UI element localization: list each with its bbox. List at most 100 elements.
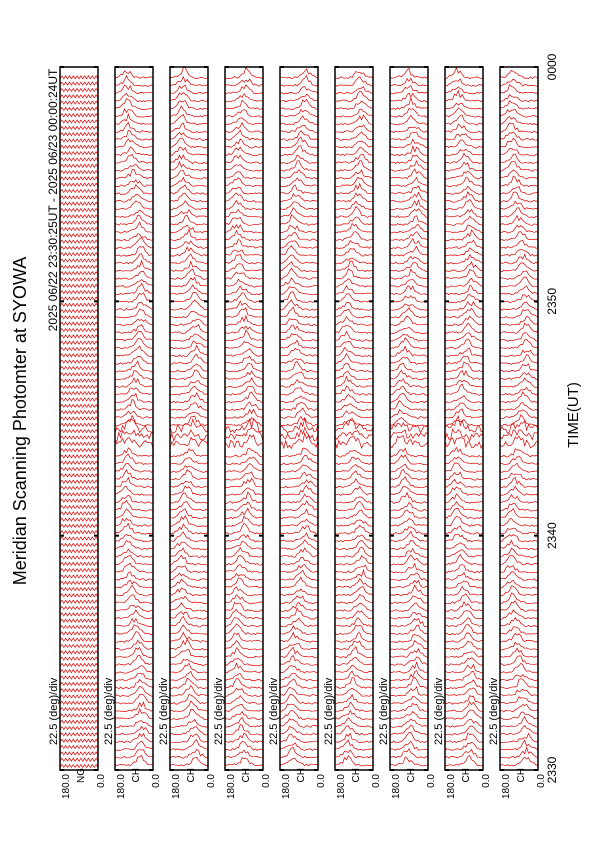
trace bbox=[444, 408, 484, 419]
trace bbox=[114, 377, 154, 388]
trace bbox=[279, 244, 318, 257]
trace bbox=[279, 154, 319, 164]
trace bbox=[114, 517, 154, 528]
trace bbox=[334, 524, 374, 535]
trace bbox=[279, 333, 319, 342]
trace bbox=[279, 240, 319, 249]
trace bbox=[59, 650, 99, 655]
trace bbox=[169, 246, 209, 257]
trace bbox=[444, 114, 484, 126]
trace bbox=[444, 170, 484, 180]
panel-scale: 22.5 (deg)/div bbox=[378, 677, 390, 745]
trace bbox=[444, 640, 484, 650]
trace bbox=[499, 78, 539, 87]
trace bbox=[499, 409, 539, 419]
trace bbox=[279, 192, 319, 202]
trace bbox=[59, 113, 99, 118]
trace bbox=[169, 415, 209, 427]
trace bbox=[169, 670, 209, 682]
trace bbox=[334, 725, 374, 736]
trace bbox=[169, 284, 209, 295]
trace bbox=[335, 519, 374, 527]
trace bbox=[444, 355, 484, 365]
trace bbox=[59, 195, 99, 200]
trace bbox=[444, 437, 484, 450]
trace bbox=[499, 391, 539, 404]
trace bbox=[499, 239, 539, 249]
trace bbox=[334, 285, 374, 295]
trace bbox=[444, 224, 483, 233]
trace bbox=[224, 66, 264, 79]
trace bbox=[279, 98, 319, 110]
trace bbox=[334, 147, 374, 157]
trace bbox=[389, 168, 429, 180]
trace bbox=[169, 67, 209, 79]
trace bbox=[224, 640, 264, 651]
trace bbox=[279, 678, 319, 689]
trace bbox=[389, 400, 429, 411]
trace bbox=[59, 549, 99, 554]
trace bbox=[114, 387, 154, 395]
trace bbox=[115, 221, 153, 234]
trace bbox=[334, 346, 373, 357]
trace bbox=[280, 625, 319, 635]
trace bbox=[334, 160, 374, 172]
panel-bottom-label: 0.0 bbox=[261, 774, 272, 788]
trace bbox=[334, 71, 374, 79]
trace bbox=[389, 517, 429, 527]
trace bbox=[114, 153, 154, 164]
trace bbox=[389, 454, 429, 466]
trace bbox=[334, 478, 374, 489]
trace bbox=[444, 268, 484, 280]
trace bbox=[444, 486, 484, 497]
trace bbox=[389, 295, 429, 303]
trace bbox=[334, 192, 374, 203]
trace bbox=[499, 724, 539, 736]
trace bbox=[499, 207, 539, 218]
trace bbox=[334, 701, 374, 713]
trace bbox=[224, 263, 264, 272]
trace bbox=[334, 755, 374, 767]
trace bbox=[59, 75, 99, 80]
trace bbox=[499, 276, 539, 288]
trace bbox=[59, 138, 99, 143]
trace bbox=[114, 646, 154, 658]
trace bbox=[224, 417, 264, 434]
trace bbox=[334, 539, 374, 551]
trace bbox=[279, 595, 319, 605]
trace bbox=[59, 479, 99, 484]
trace bbox=[389, 333, 429, 342]
trace bbox=[499, 655, 539, 666]
trace bbox=[499, 69, 539, 79]
trace bbox=[59, 574, 99, 579]
trace bbox=[389, 96, 429, 110]
trace bbox=[114, 355, 154, 365]
trace bbox=[334, 470, 374, 481]
x-tick-label: 0000 bbox=[545, 53, 559, 80]
trace bbox=[499, 565, 539, 574]
trace bbox=[389, 595, 429, 605]
trace bbox=[500, 503, 539, 512]
panel-channel: NG bbox=[76, 768, 87, 783]
trace bbox=[334, 593, 374, 605]
trace bbox=[444, 185, 484, 195]
trace bbox=[389, 463, 429, 473]
trace bbox=[59, 346, 99, 352]
trace bbox=[279, 547, 319, 558]
trace bbox=[59, 662, 99, 668]
trace bbox=[334, 124, 374, 134]
trace bbox=[59, 87, 99, 93]
trace bbox=[170, 385, 209, 396]
trace bbox=[499, 678, 539, 689]
trace bbox=[114, 279, 154, 288]
trace bbox=[499, 363, 538, 373]
trace bbox=[59, 542, 99, 548]
trace bbox=[169, 392, 208, 404]
trace bbox=[59, 763, 99, 769]
trace bbox=[444, 361, 484, 373]
trace bbox=[444, 679, 484, 689]
trace bbox=[59, 207, 99, 213]
trace bbox=[280, 484, 319, 496]
trace bbox=[279, 733, 319, 743]
trace bbox=[59, 340, 99, 345]
